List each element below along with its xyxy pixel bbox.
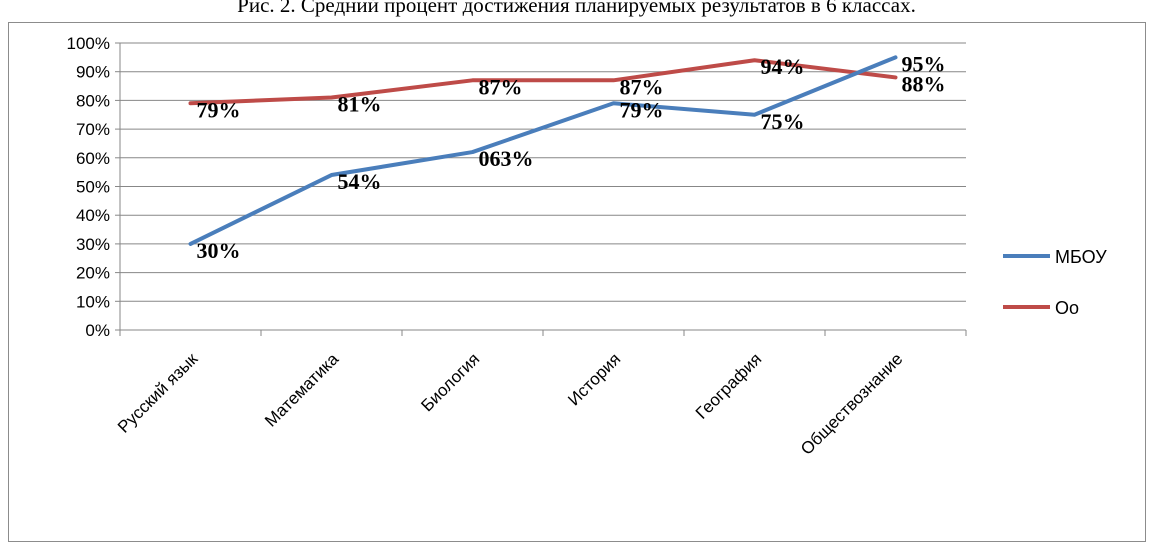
x-tick-label: Русский язык — [114, 349, 202, 437]
y-tick-label: 20% — [76, 264, 110, 283]
y-tick-label: 0% — [85, 321, 110, 340]
data-label: 88% — [902, 71, 946, 96]
y-tick-label: 80% — [76, 91, 110, 110]
y-tick-label: 40% — [76, 206, 110, 225]
data-label: 30% — [197, 238, 241, 263]
data-label: 75% — [761, 109, 805, 134]
data-label: 87% — [620, 74, 664, 99]
series-line — [188, 58, 898, 106]
legend-label: МБОУ — [1055, 247, 1107, 267]
y-tick-label: 30% — [76, 235, 110, 254]
x-tick-label: Математика — [261, 349, 343, 431]
data-label: 87% — [479, 74, 523, 99]
y-tick-label: 90% — [76, 63, 110, 82]
series-line — [188, 55, 898, 246]
data-label: 063% — [479, 146, 534, 171]
x-tick-label: Обществознание — [797, 349, 906, 458]
data-label: 95% — [902, 51, 946, 76]
x-tick-label: География — [692, 349, 765, 422]
x-tick-label: История — [564, 349, 624, 409]
legend-label: Оо — [1055, 298, 1079, 318]
data-label: 94% — [761, 54, 805, 79]
y-tick-label: 100% — [67, 34, 110, 53]
y-tick-label: 60% — [76, 149, 110, 168]
y-tick-label: 50% — [76, 178, 110, 197]
data-label: 81% — [338, 92, 382, 117]
chart-caption: Рис. 2. Средний процент достижения плани… — [237, 0, 916, 17]
data-label: 79% — [197, 97, 241, 122]
data-label: 79% — [620, 97, 664, 122]
y-tick-label: 10% — [76, 292, 110, 311]
data-label: 54% — [338, 169, 382, 194]
y-tick-label: 70% — [76, 120, 110, 139]
x-tick-label: Биология — [417, 349, 483, 415]
